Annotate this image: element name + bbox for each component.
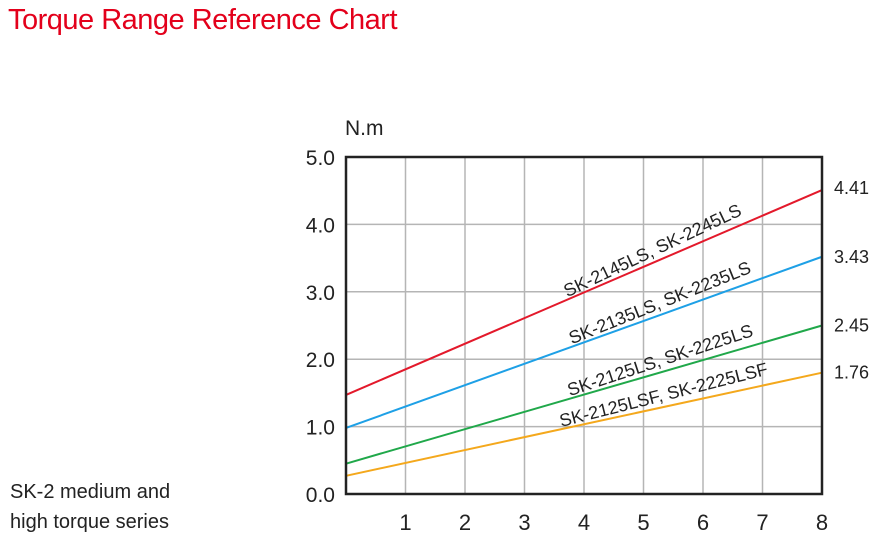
caption-line-2: high torque series bbox=[10, 511, 169, 533]
x-tick-label: 7 bbox=[756, 510, 768, 535]
series-line bbox=[345, 371, 823, 477]
y-tick-label: 5.0 bbox=[306, 147, 335, 170]
series-caption: SK-2 medium and high torque series bbox=[10, 477, 170, 537]
caption-line-1: SK-2 medium and bbox=[10, 481, 171, 503]
x-tick-label: 5 bbox=[637, 510, 649, 535]
series-line bbox=[345, 189, 823, 396]
y-tick-label: 1.0 bbox=[306, 417, 335, 440]
plot-frame bbox=[344, 155, 824, 496]
y-tick-label: 0.0 bbox=[306, 484, 335, 507]
end-value-label: 1.76 bbox=[834, 363, 869, 383]
series-label: SK-2125LSF, SK-2225LSF bbox=[557, 359, 769, 431]
series-line bbox=[345, 255, 823, 429]
series-line bbox=[345, 324, 823, 465]
end-value-label: 3.43 bbox=[834, 247, 869, 267]
end-value-label: 2.45 bbox=[834, 316, 869, 336]
x-tick-label: 1 bbox=[399, 510, 411, 535]
x-tick-label: 3 bbox=[518, 510, 530, 535]
x-tick-label: 2 bbox=[459, 510, 471, 535]
x-tick-label: 6 bbox=[697, 510, 709, 535]
x-tick-label: 4 bbox=[578, 510, 590, 535]
page-title: Torque Range Reference Chart bbox=[8, 4, 398, 36]
y-tick-label: 2.0 bbox=[306, 349, 335, 372]
y-axis-label: N.m bbox=[345, 117, 384, 140]
x-tick-label: 8 bbox=[816, 510, 828, 535]
y-tick-label: 3.0 bbox=[306, 282, 335, 305]
y-tick-label: 4.0 bbox=[306, 214, 335, 237]
end-value-label: 4.41 bbox=[834, 178, 869, 198]
